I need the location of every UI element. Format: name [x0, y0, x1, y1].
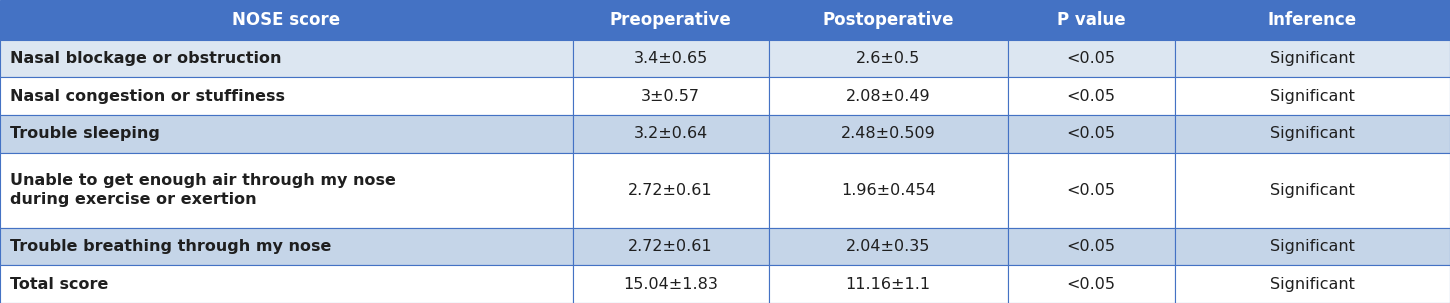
Text: Inference: Inference — [1267, 11, 1357, 29]
Text: Significant: Significant — [1270, 277, 1354, 292]
Text: 2.08±0.49: 2.08±0.49 — [845, 88, 931, 104]
Bar — [573, 228, 768, 265]
Bar — [768, 228, 1008, 265]
Text: 2.6±0.5: 2.6±0.5 — [856, 51, 921, 66]
Bar — [1008, 152, 1174, 228]
Bar — [0, 265, 573, 303]
Bar — [1174, 115, 1450, 152]
Bar — [0, 152, 573, 228]
Bar — [0, 77, 573, 115]
Bar — [1174, 152, 1450, 228]
Text: <0.05: <0.05 — [1067, 183, 1115, 198]
Bar — [768, 115, 1008, 152]
Text: Significant: Significant — [1270, 51, 1354, 66]
Bar — [0, 115, 573, 152]
Text: 11.16±1.1: 11.16±1.1 — [845, 277, 931, 292]
Bar — [768, 40, 1008, 77]
Bar — [0, 0, 573, 40]
Bar — [768, 77, 1008, 115]
Text: Significant: Significant — [1270, 183, 1354, 198]
Text: Total score: Total score — [10, 277, 109, 292]
Text: 2.48±0.509: 2.48±0.509 — [841, 126, 935, 141]
Text: Trouble breathing through my nose: Trouble breathing through my nose — [10, 239, 332, 254]
Text: <0.05: <0.05 — [1067, 88, 1115, 104]
Bar — [1008, 77, 1174, 115]
Text: Trouble sleeping: Trouble sleeping — [10, 126, 160, 141]
Text: <0.05: <0.05 — [1067, 126, 1115, 141]
Text: Unable to get enough air through my nose
during exercise or exertion: Unable to get enough air through my nose… — [10, 173, 396, 207]
Text: Significant: Significant — [1270, 239, 1354, 254]
Text: Significant: Significant — [1270, 126, 1354, 141]
Text: Postoperative: Postoperative — [822, 11, 954, 29]
Bar — [573, 265, 768, 303]
Text: 1.96±0.454: 1.96±0.454 — [841, 183, 935, 198]
Text: 2.72±0.61: 2.72±0.61 — [628, 183, 713, 198]
Bar — [1008, 0, 1174, 40]
Text: Preoperative: Preoperative — [610, 11, 731, 29]
Bar — [768, 0, 1008, 40]
Text: 3±0.57: 3±0.57 — [641, 88, 700, 104]
Bar — [1174, 0, 1450, 40]
Bar — [1008, 115, 1174, 152]
Bar — [573, 40, 768, 77]
Bar — [1174, 265, 1450, 303]
Text: 2.72±0.61: 2.72±0.61 — [628, 239, 713, 254]
Bar — [1008, 265, 1174, 303]
Bar — [768, 265, 1008, 303]
Bar — [1008, 228, 1174, 265]
Text: P value: P value — [1057, 11, 1125, 29]
Text: NOSE score: NOSE score — [232, 11, 341, 29]
Text: 2.04±0.35: 2.04±0.35 — [845, 239, 931, 254]
Bar — [0, 40, 573, 77]
Bar — [573, 0, 768, 40]
Bar — [768, 152, 1008, 228]
Bar — [1008, 40, 1174, 77]
Bar — [573, 77, 768, 115]
Text: 3.4±0.65: 3.4±0.65 — [634, 51, 708, 66]
Text: 15.04±1.83: 15.04±1.83 — [624, 277, 718, 292]
Bar — [1174, 228, 1450, 265]
Text: Nasal congestion or stuffiness: Nasal congestion or stuffiness — [10, 88, 286, 104]
Text: <0.05: <0.05 — [1067, 277, 1115, 292]
Text: 3.2±0.64: 3.2±0.64 — [634, 126, 708, 141]
Bar — [573, 152, 768, 228]
Bar — [1174, 77, 1450, 115]
Bar — [0, 228, 573, 265]
Bar — [573, 115, 768, 152]
Text: <0.05: <0.05 — [1067, 239, 1115, 254]
Text: <0.05: <0.05 — [1067, 51, 1115, 66]
Text: Nasal blockage or obstruction: Nasal blockage or obstruction — [10, 51, 281, 66]
Text: Significant: Significant — [1270, 88, 1354, 104]
Bar — [1174, 40, 1450, 77]
